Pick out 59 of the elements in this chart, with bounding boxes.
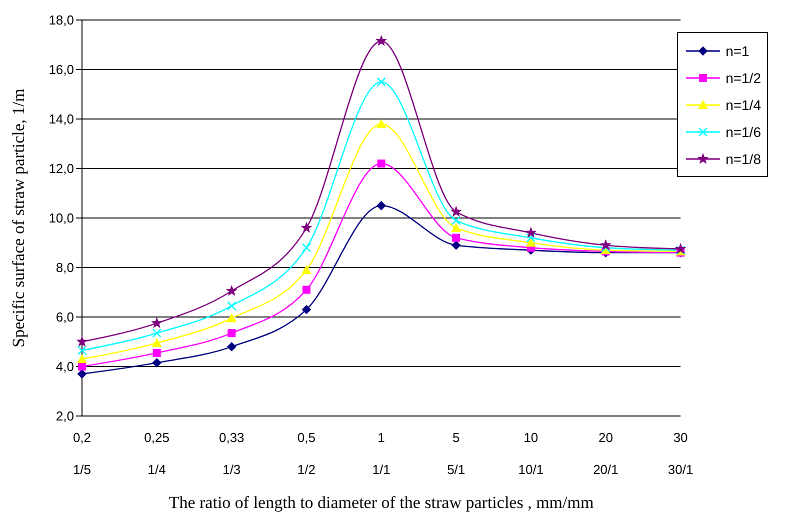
point <box>227 342 236 352</box>
y-tick-label: 8,0 <box>56 260 74 276</box>
legend-label: n=1 <box>726 42 750 58</box>
y-tick-label: 6,0 <box>56 310 74 325</box>
point <box>526 233 536 242</box>
category-label: 30 30/1 <box>668 430 694 477</box>
category-label: 10 10/1 <box>518 430 544 477</box>
x-axis-title: The ratio of length to diameter of the straw particles , mm/mm <box>168 493 594 512</box>
point <box>152 348 161 357</box>
point <box>675 243 686 254</box>
point <box>301 264 312 274</box>
point <box>78 362 86 370</box>
y-tick-label: 10,0 <box>48 210 74 226</box>
point <box>452 234 460 242</box>
point <box>525 227 536 238</box>
point <box>376 77 386 87</box>
point <box>152 328 162 338</box>
y-tick-label: 14,0 <box>48 112 74 127</box>
point <box>526 238 536 247</box>
point <box>302 243 312 252</box>
point <box>226 301 236 311</box>
point <box>377 160 386 168</box>
point <box>300 222 312 233</box>
point <box>77 354 87 364</box>
legend-label: n=1/4 <box>726 96 761 112</box>
point <box>76 336 88 346</box>
category-label: 0,25 1/4 <box>144 430 170 477</box>
category-label: 0,5 1/2 <box>297 430 316 477</box>
point <box>452 240 461 250</box>
point <box>226 285 238 296</box>
category-label: 0,2 1/5 <box>72 430 92 477</box>
point <box>451 216 461 226</box>
point <box>152 358 162 368</box>
point <box>77 346 87 356</box>
category-label: 20 20/1 <box>593 430 618 477</box>
point <box>376 118 386 128</box>
category-label: 0,33 1/3 <box>218 430 244 477</box>
point <box>600 239 612 250</box>
point <box>376 35 387 46</box>
y-axis-title: Specific surface of straw particle, 1/m <box>9 88 28 348</box>
legend-label: n=1/2 <box>726 70 761 86</box>
point <box>228 329 236 338</box>
point <box>376 201 386 210</box>
legend-label: n=1/8 <box>726 150 761 166</box>
point <box>450 206 462 217</box>
point <box>226 313 237 322</box>
legend-label: n=1/6 <box>726 124 761 140</box>
point <box>151 317 162 328</box>
y-tick-label: 2,0 <box>56 408 74 424</box>
point <box>302 286 310 294</box>
y-tick-label: 12,0 <box>48 161 74 176</box>
category-label: 5 5/1 <box>447 430 466 477</box>
y-tick-label: 4,0 <box>56 359 74 374</box>
point <box>451 222 462 232</box>
category-label: 1 1/1 <box>372 430 390 477</box>
y-tick-label: 16,0 <box>48 62 74 78</box>
point <box>302 305 311 314</box>
point <box>152 338 162 347</box>
y-tick-label: 18,0 <box>48 12 74 28</box>
